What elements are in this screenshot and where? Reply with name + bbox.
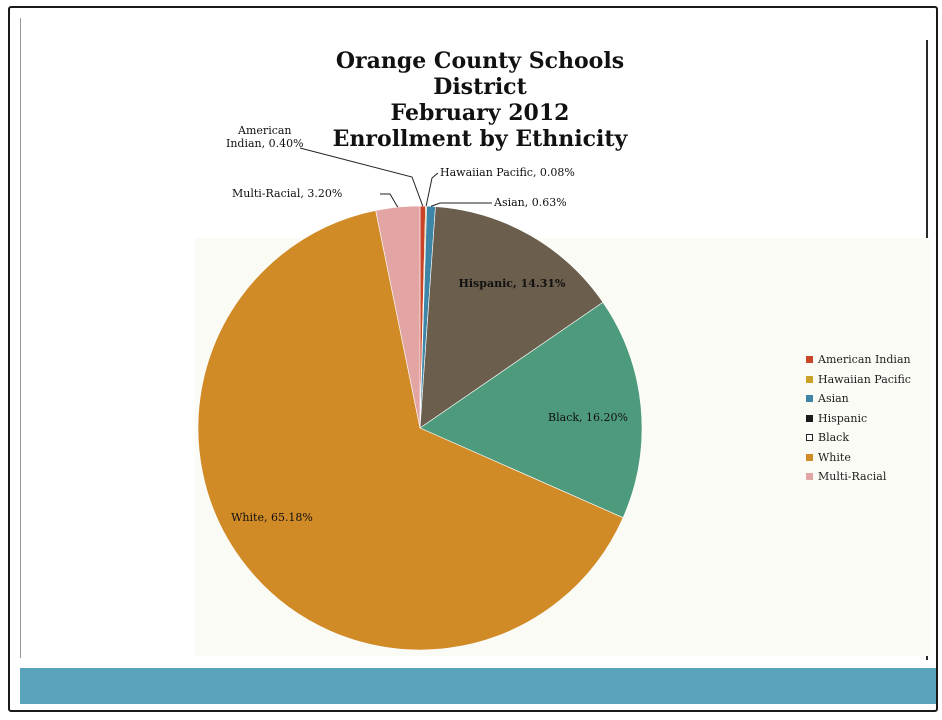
legend-swatch	[806, 434, 813, 442]
legend-swatch	[806, 453, 813, 461]
callout-multi-racial: Multi-Racial, 3.20%	[232, 187, 343, 200]
chart-title: Orange County Schools District February …	[300, 48, 660, 152]
pie-slice-black	[419, 301, 643, 519]
legend-swatch	[806, 473, 813, 481]
legend-item: American Indian	[806, 350, 911, 370]
title-line: District	[433, 74, 527, 100]
left-rule	[20, 18, 21, 658]
pie-slice-white	[197, 210, 624, 651]
legend-label: Multi-Racial	[818, 470, 887, 484]
callout-american-indian-line1: American	[238, 124, 292, 137]
legend-label: Hawaiian Pacific	[818, 372, 911, 386]
legend-label: Black	[818, 431, 849, 445]
legend-label: American Indian	[818, 353, 911, 367]
legend-swatch	[806, 375, 813, 383]
legend-item: Black	[806, 428, 911, 448]
legend-item: Asian	[806, 389, 911, 409]
leader-line-asian	[430, 202, 492, 207]
legend-item: White	[806, 448, 911, 468]
title-line: Enrollment by Ethnicity	[332, 126, 628, 152]
leader-line-hawaiian-pacific	[425, 172, 439, 207]
legend-swatch	[806, 414, 813, 422]
legend-label: Asian	[818, 392, 849, 406]
leader-line-multi-racial	[380, 193, 399, 208]
data-label-hispanic: Hispanic, 14.31%	[458, 277, 566, 290]
bottom-band	[20, 668, 936, 704]
callout-hawaiian-pacific: Hawaiian Pacific, 0.08%	[440, 166, 575, 179]
data-label-white: White, 65.18%	[231, 511, 313, 524]
title-line: February 2012	[390, 100, 570, 126]
data-label-black: Black, 16.20%	[548, 411, 628, 424]
callout-american-indian: American Indian, 0.40%	[226, 124, 304, 150]
legend-item: Hispanic	[806, 409, 911, 429]
legend-swatch	[806, 395, 813, 403]
title-line: Orange County Schools	[335, 48, 625, 74]
leader-line-american-indian	[299, 147, 424, 207]
legend-item: Multi-Racial	[806, 467, 911, 487]
callout-asian: Asian, 0.63%	[494, 196, 567, 209]
legend-label: White	[818, 450, 851, 464]
legend: American Indian Hawaiian Pacific Asian H…	[806, 350, 911, 487]
legend-label: Hispanic	[818, 411, 868, 425]
legend-item: Hawaiian Pacific	[806, 370, 911, 390]
legend-swatch	[806, 356, 813, 364]
callout-american-indian-line2: Indian, 0.40%	[226, 137, 304, 150]
pie-slice-hispanic	[419, 206, 604, 429]
